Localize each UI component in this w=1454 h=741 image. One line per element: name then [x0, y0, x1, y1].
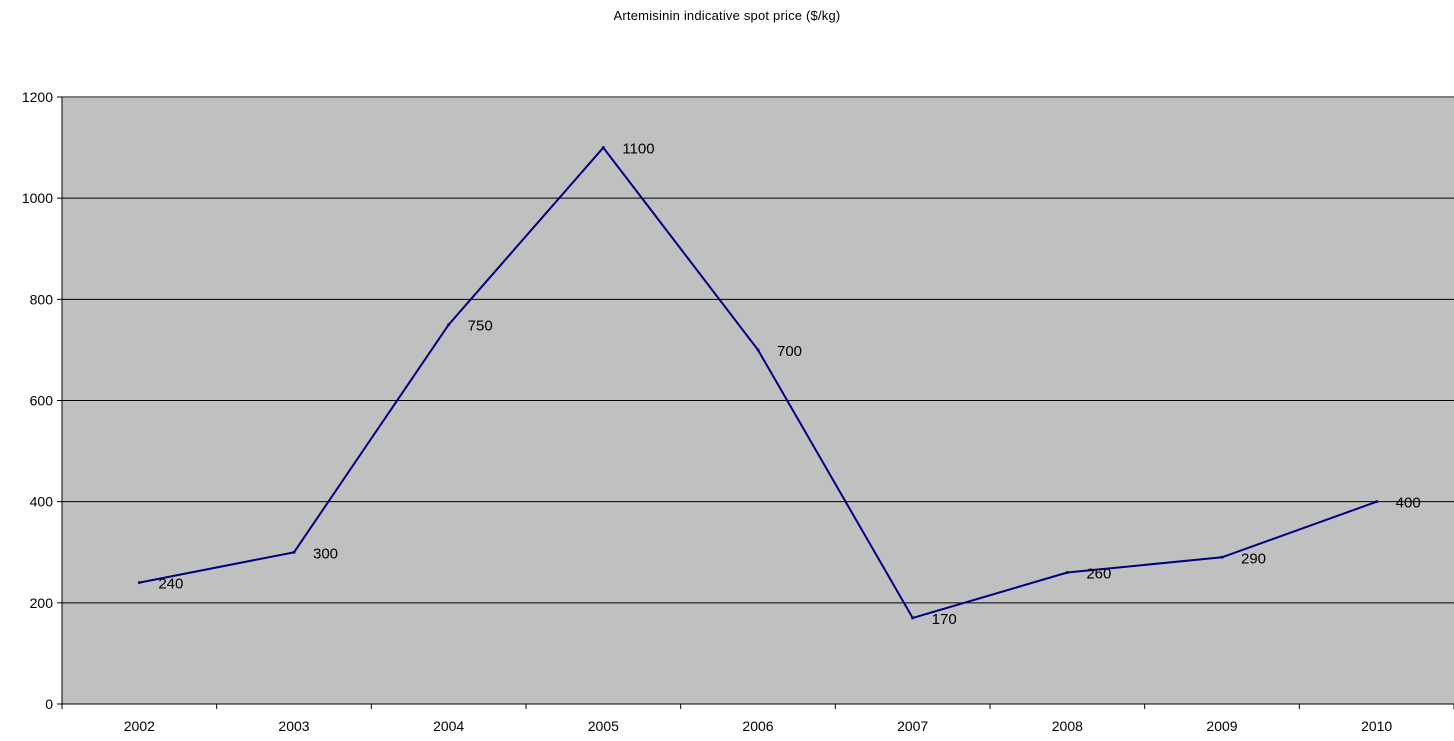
y-tick-label: 1200: [22, 89, 53, 105]
series-layer: [137, 146, 1379, 620]
axes: 0 200 400 600 800 1000 1200 2002 2003 2004 2005 200…: [22, 89, 1454, 734]
data-point: [911, 616, 915, 620]
x-tick-label: 2002: [124, 718, 155, 734]
data-labels: 240 300 750 1100 700 170 260 290 400: [158, 141, 1420, 628]
data-point: [447, 323, 451, 327]
y-tick-label: 1000: [22, 190, 53, 206]
x-tick-label: 2007: [897, 718, 928, 734]
data-point: [601, 146, 605, 150]
x-tick-label: 2008: [1052, 718, 1083, 734]
x-tick-label: 2003: [278, 718, 309, 734]
data-label: 300: [313, 545, 338, 562]
data-label: 400: [1396, 495, 1421, 512]
x-tick-label: 2010: [1361, 718, 1392, 734]
data-point: [1065, 570, 1069, 574]
gridlines: [62, 197, 1454, 604]
y-tick-label: 800: [30, 291, 54, 307]
data-point: [1220, 555, 1224, 559]
data-label: 1100: [622, 141, 654, 158]
data-label: 700: [777, 343, 802, 360]
x-tick-label: 2005: [588, 718, 619, 734]
data-point: [756, 348, 760, 352]
x-tick-label: 2004: [433, 718, 464, 734]
data-label: 170: [932, 611, 957, 628]
data-point: [1375, 500, 1379, 504]
y-tick-label: 400: [30, 494, 54, 510]
data-label: 240: [158, 576, 183, 593]
y-tick-label: 600: [30, 393, 54, 409]
data-label: 260: [1086, 565, 1111, 582]
data-label: 290: [1241, 550, 1266, 567]
y-tick-label: 200: [30, 595, 54, 611]
y-tick-label: 0: [45, 696, 53, 712]
data-label: 750: [468, 318, 493, 335]
x-tick-label: 2009: [1206, 718, 1237, 734]
chart-title: Artemisinin indicative spot price ($/kg): [613, 8, 841, 23]
data-point: [137, 581, 141, 585]
x-tick-label: 2006: [742, 718, 773, 734]
data-point: [292, 550, 296, 554]
